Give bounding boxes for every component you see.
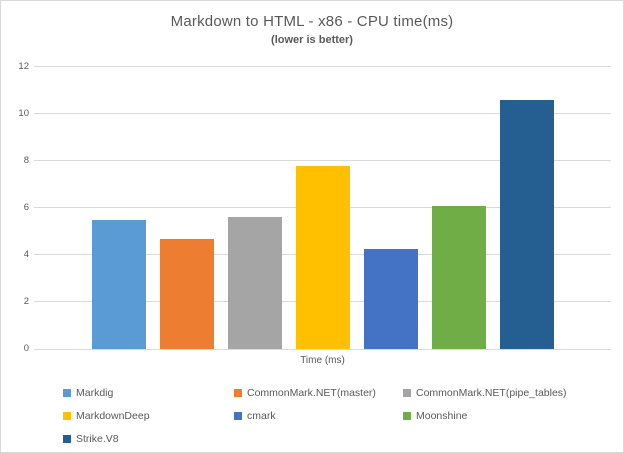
bar-commonmark-net-pipe-tables- [227, 217, 282, 349]
legend-swatch-icon [63, 411, 71, 420]
legend-label: Strike.V8 [76, 432, 119, 445]
y-tick-label: 12 [18, 61, 29, 72]
bar-markdowndeep [295, 165, 350, 349]
legend-swatch-icon [403, 388, 411, 397]
legend-swatch-icon [234, 411, 242, 420]
bar-commonmark-net-master- [159, 238, 214, 349]
legend: Markdig CommonMark.NET(master) CommonMark.… [63, 381, 567, 450]
legend-item-moonshine: Moonshine [403, 410, 567, 422]
y-tick-label: 0 [23, 343, 29, 354]
legend-swatch-icon [403, 411, 411, 420]
y-tick-label: 8 [23, 155, 29, 166]
legend-item-cmark: cmark [234, 410, 403, 422]
bar-markdig [91, 219, 146, 349]
y-axis: 0 2 4 6 8 10 12 [1, 61, 29, 354]
y-tick-label: 6 [23, 202, 29, 213]
gridline [34, 113, 611, 114]
legend-label: Markdig [76, 386, 114, 399]
legend-item-commonmark-net-master-: CommonMark.NET(master) [234, 387, 403, 399]
legend-item-markdig: Markdig [63, 387, 234, 399]
legend-label: MarkdownDeep [76, 409, 150, 422]
legend-swatch-icon [63, 434, 71, 443]
chart-title: Markdown to HTML - x86 - CPU time(ms) [170, 13, 454, 30]
y-tick-label: 2 [23, 296, 29, 307]
y-tick-label: 10 [18, 108, 29, 119]
plot-area [34, 66, 611, 350]
bar-cmark [363, 249, 418, 349]
bar-strike-v8 [499, 99, 554, 349]
legend-item-strike-v8: Strike.V8 [63, 433, 234, 445]
legend-label: CommonMark.NET(pipe_tables) [416, 386, 567, 399]
bars-container [34, 67, 611, 349]
gridline [34, 160, 611, 161]
legend-item-markdowndeep: MarkdownDeep [63, 410, 234, 422]
legend-label: cmark [247, 409, 276, 422]
chart-subtitle: (lower is better) [271, 34, 353, 46]
y-tick-label: 4 [23, 249, 29, 260]
legend-label: CommonMark.NET(master) [247, 386, 376, 399]
legend-swatch-icon [234, 388, 242, 397]
gridline [34, 66, 611, 67]
legend-swatch-icon [63, 388, 71, 397]
x-axis-label: Time (ms) [300, 355, 345, 366]
legend-label: Moonshine [416, 409, 468, 422]
bar-moonshine [431, 205, 486, 349]
legend-item-commonmark-net-pipe-tables-: CommonMark.NET(pipe_tables) [403, 387, 567, 399]
